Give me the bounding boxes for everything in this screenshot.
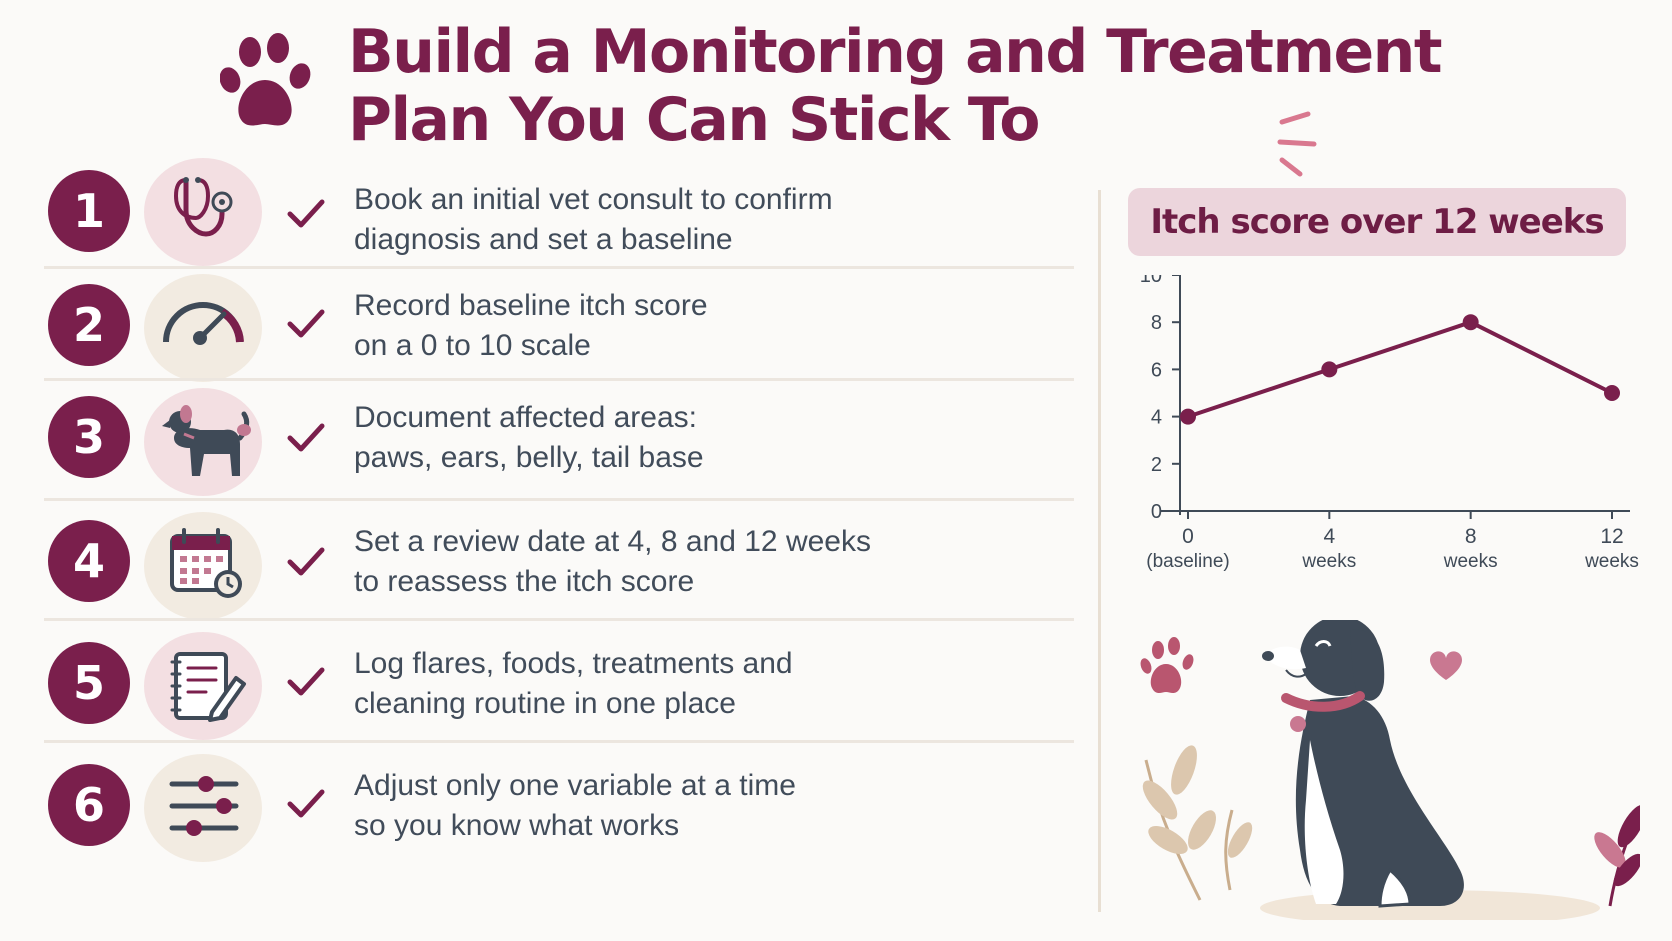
itch-score-chart: 0 2 4 6 8 10 0 (baseline) 4 weeks 8 weeks 12 weeks — [1140, 275, 1639, 572]
x-tick-sublabel: (baseline) — [1146, 551, 1229, 572]
dog-icon — [144, 388, 262, 496]
step-text-line-1: Log flares, foods, treatments and — [354, 647, 793, 680]
step-text: Log flares, foods, treatments and cleani… — [354, 644, 994, 724]
series-line — [1187, 320, 1613, 419]
y-tick-label: 0 — [1151, 501, 1162, 523]
step-text-line-2: paws, ears, belly, tail base — [354, 441, 704, 474]
divider — [44, 266, 1074, 269]
dog-icon — [1262, 620, 1464, 908]
step-number-badge: 1 — [48, 170, 130, 252]
heart-icon — [1430, 651, 1462, 680]
divider — [44, 618, 1074, 621]
y-tick-label: 8 — [1151, 312, 1162, 334]
notebook-icon — [144, 632, 262, 740]
sliders-icon — [144, 754, 262, 862]
gauge-icon — [144, 274, 262, 382]
chart-title-box: Itch score over 12 weeks — [1128, 188, 1626, 256]
divider — [44, 740, 1074, 743]
x-tick-sublabel: weeks — [1443, 551, 1498, 572]
paw-icon — [1140, 637, 1194, 693]
list-item: 6 Adjust only one variable at a time so … — [44, 752, 1074, 864]
data-point — [1604, 385, 1620, 401]
checkmark-icon — [287, 309, 325, 338]
step-text: Book an initial vet consult to confirm d… — [354, 180, 994, 260]
x-tick-label: 0 — [1182, 525, 1194, 548]
data-point — [1321, 361, 1338, 378]
data-point — [1180, 408, 1196, 425]
checkmark-icon — [287, 667, 325, 696]
step-text: Record baseline itch score on a 0 to 10 … — [354, 286, 994, 366]
divider — [44, 498, 1074, 501]
step-text-line-1: Record baseline itch score — [354, 289, 708, 322]
title-line-2: Plan You Can Stick To — [348, 85, 1041, 155]
list-item: 1 Book an initial vet consult to confirm… — [44, 156, 1074, 268]
list-item: 5 Log flares, foods, treatments and clea… — [44, 632, 1074, 744]
divider — [44, 378, 1074, 381]
step-text-line-2: cleaning routine in one place — [354, 687, 736, 720]
x-tick-label: 12 — [1600, 525, 1623, 548]
leaves-right-icon — [1594, 804, 1640, 907]
y-tick-label: 6 — [1151, 359, 1162, 381]
list-item: 2 Record baseline itch score on a 0 to 1… — [44, 274, 1074, 386]
y-tick-label: 4 — [1151, 407, 1162, 429]
step-number-badge: 4 — [48, 520, 130, 602]
step-number-badge: 5 — [48, 642, 130, 724]
checkmark-icon — [287, 423, 325, 452]
step-text-line-2: to reassess the itch score — [354, 565, 695, 598]
x-tick-sublabel: weeks — [1584, 551, 1639, 572]
step-text: Set a review date at 4, 8 and 12 weeks t… — [354, 522, 994, 602]
x-tick-label: 4 — [1323, 525, 1335, 548]
list-item: 4 Set a review date at 4, 8 and 12 — [44, 512, 1074, 624]
leaves-left-icon — [1142, 745, 1253, 901]
header: Build a Monitoring and Treatment Plan Yo… — [220, 18, 1443, 177]
step-text: Document affected areas: paws, ears, bel… — [354, 398, 994, 478]
checkmark-icon — [287, 547, 325, 576]
chart-title: Itch score over 12 weeks — [1150, 202, 1604, 242]
step-text-line-2: so you know what works — [354, 809, 680, 842]
page-title: Build a Monitoring and Treatment Plan Yo… — [348, 17, 1443, 155]
step-text-line-1: Set a review date at 4, 8 and 12 weeks — [354, 525, 871, 558]
y-tick-label: 2 — [1151, 454, 1162, 476]
step-number-badge: 6 — [48, 764, 130, 846]
x-tick-label: 8 — [1465, 525, 1477, 548]
sparkle-lines-icon — [1277, 111, 1317, 177]
calendar-icon — [144, 512, 262, 620]
step-number-badge: 2 — [48, 284, 130, 366]
step-text: Adjust only one variable at a time so yo… — [354, 766, 994, 846]
checkmark-icon — [287, 199, 325, 228]
checkmark-icon — [287, 789, 325, 818]
data-point — [1462, 314, 1479, 331]
step-text-line-2: diagnosis and set a baseline — [354, 223, 733, 256]
paw-icon — [220, 33, 311, 126]
y-tick-label: 10 — [1140, 275, 1162, 287]
vertical-divider — [1098, 190, 1101, 912]
x-tick-sublabel: weeks — [1301, 551, 1356, 572]
list-item: 3 Document affected areas: paws, ears, b… — [44, 388, 1074, 500]
step-text-line-1: Document affected areas: — [354, 401, 697, 434]
dog-illustration — [1140, 620, 1640, 920]
title-line-1: Build a Monitoring and Treatment — [348, 17, 1443, 87]
step-number-badge: 3 — [48, 396, 130, 478]
stethoscope-icon — [144, 158, 262, 266]
step-text-line-2: on a 0 to 10 scale — [354, 329, 591, 362]
step-text-line-1: Book an initial vet consult to confirm — [354, 183, 833, 216]
step-text-line-1: Adjust only one variable at a time — [354, 769, 796, 802]
